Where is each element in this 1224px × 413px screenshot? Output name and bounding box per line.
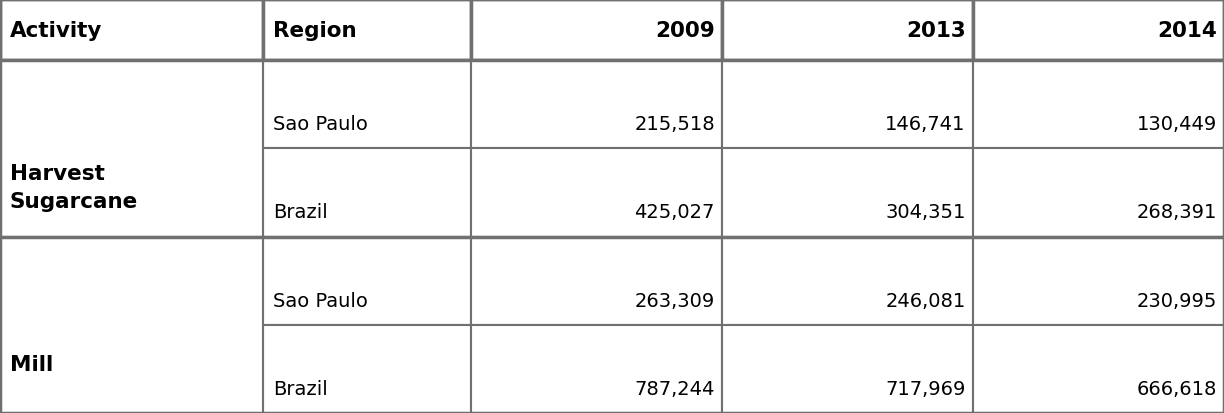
Text: 666,618: 666,618 <box>1136 379 1217 398</box>
Bar <box>973 61 1224 149</box>
Bar <box>722 0 973 61</box>
Bar <box>263 237 471 325</box>
Bar <box>471 237 722 325</box>
Bar <box>471 149 722 237</box>
Text: Sao Paulo: Sao Paulo <box>273 291 368 310</box>
Text: Region: Region <box>273 21 356 40</box>
Bar <box>263 325 471 413</box>
Bar <box>471 325 722 413</box>
Text: Brazil: Brazil <box>273 203 328 222</box>
Bar <box>722 149 973 237</box>
Text: 304,351: 304,351 <box>885 203 966 222</box>
Bar <box>973 325 1224 413</box>
Text: Brazil: Brazil <box>273 379 328 398</box>
Bar <box>722 61 973 149</box>
Text: 2009: 2009 <box>655 21 715 40</box>
Bar <box>973 149 1224 237</box>
Text: 230,995: 230,995 <box>1136 291 1217 310</box>
Bar <box>0 0 263 61</box>
Bar <box>973 237 1224 325</box>
Text: 787,244: 787,244 <box>634 379 715 398</box>
Bar <box>263 149 471 237</box>
Text: 717,969: 717,969 <box>885 379 966 398</box>
Text: 268,391: 268,391 <box>1136 203 1217 222</box>
Text: 246,081: 246,081 <box>885 291 966 310</box>
Text: Mill: Mill <box>10 354 53 374</box>
Text: 2013: 2013 <box>906 21 966 40</box>
Text: 130,449: 130,449 <box>1136 115 1217 134</box>
Text: 425,027: 425,027 <box>634 203 715 222</box>
Bar <box>263 61 471 149</box>
Text: Activity: Activity <box>10 21 102 40</box>
Text: 263,309: 263,309 <box>634 291 715 310</box>
Text: 215,518: 215,518 <box>634 115 715 134</box>
Bar <box>722 237 973 325</box>
Bar <box>263 0 471 61</box>
Text: Sao Paulo: Sao Paulo <box>273 115 368 134</box>
Text: 2014: 2014 <box>1157 21 1217 40</box>
Bar <box>0 237 263 413</box>
Bar <box>722 325 973 413</box>
Text: Harvest
Sugarcane: Harvest Sugarcane <box>10 164 138 212</box>
Bar <box>471 61 722 149</box>
Bar <box>0 61 263 237</box>
Bar <box>973 0 1224 61</box>
Bar <box>471 0 722 61</box>
Text: 146,741: 146,741 <box>885 115 966 134</box>
